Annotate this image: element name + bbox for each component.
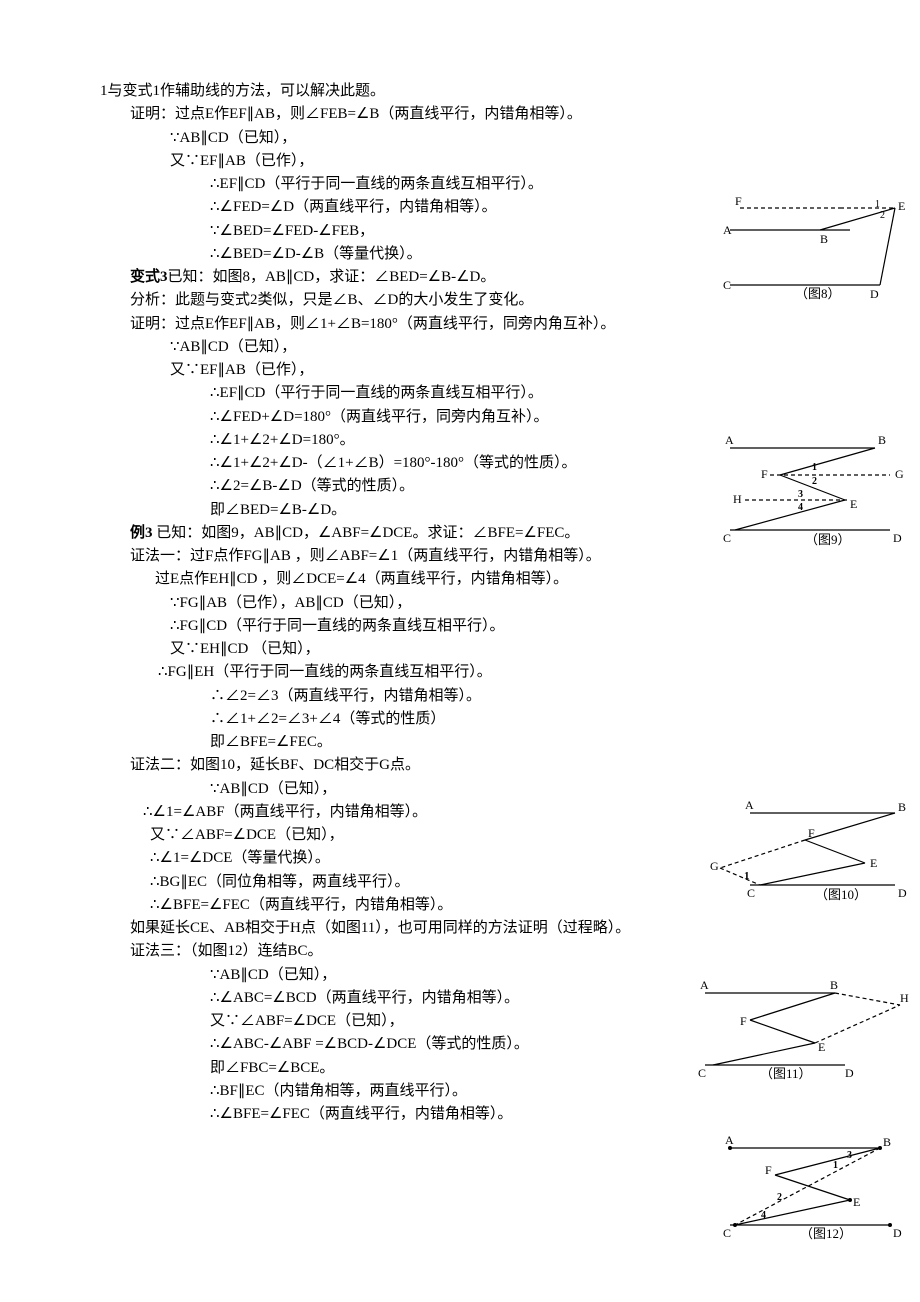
fig12-F: F [765,1163,772,1177]
line: ∴FG∥EH（平行于同一直线的两条直线互相平行）。 [100,661,870,684]
fig9-H: H [733,492,742,506]
fig9-D: D [893,531,902,545]
line: 即∠BFE=∠FEC。 [100,731,870,754]
fig12-B: B [883,1135,891,1149]
example3-label: 例3 [130,525,153,541]
fig12-A: A [725,1133,734,1147]
line: ∵AB∥CD（已知）， [100,127,870,150]
fig8-D: D [870,287,879,300]
fig11-E: E [818,1040,825,1054]
fig12-2: 2 [777,1192,782,1203]
fig8-1: 1 [875,199,880,210]
figure-8: F E A B C D 1 2 （图8） [720,190,910,308]
fig8-B: B [820,232,828,246]
figure-10: A B F E G C D 1 （图10） [705,795,910,911]
fig9-C: C [723,531,731,545]
line: 如果延长CE、AB相交于H点（如图11），也可用同样的方法证明（过程略）。 [100,917,660,940]
line: ∵FG∥AB（已作），AB∥CD（已知）， [100,592,870,615]
line: ∴FG∥CD（平行于同一直线的两条直线互相平行）。 [100,615,870,638]
fig8-A: A [723,223,732,237]
fig12-C: C [723,1226,731,1240]
fig8-2: 2 [880,210,885,221]
fig9-3: 3 [798,489,803,500]
line: 证法二：如图10，延长BF、DC相交于G点。 [100,754,870,777]
fig11-B: B [830,978,838,992]
fig10-F: F [808,826,815,840]
fig11-C: C [698,1066,706,1080]
line: ∴∠BFE=∠FEC（两直线平行，内错角相等）。 [100,1103,870,1126]
fig12-3: 3 [847,1150,852,1161]
fig8-label: （图8） [795,286,841,300]
fig9-label: （图9） [805,532,851,547]
fig9-G: G [895,467,904,481]
line: ∴∠2=∠3（两直线平行，内错角相等）。 [100,685,870,708]
fig9-1: 1 [812,462,817,473]
fig10-G: G [710,859,719,873]
fig10-A: A [745,798,754,812]
fig10-label: （图10） [815,887,867,902]
fig9-E: E [850,497,857,511]
fig10-1: 1 [744,870,750,882]
figure-9: A B F G H E C D 1 2 3 4 （图9） [715,430,910,556]
line: 证法三：（如图12）连结BC。 [100,940,870,963]
line: ∴EF∥CD（平行于同一直线的两条直线互相平行）。 [100,382,870,405]
line: 证明：过点E作EF∥AB，则∠1+∠B=180°（两直线平行，同旁内角互补）。 [100,313,870,336]
fig8-C: C [723,278,731,292]
figure-12: A B F E C D 1 3 2 4 （图12） [715,1130,910,1248]
line: 1与变式1作辅助线的方法，可以解决此题。 [100,80,870,103]
fig12-label: （图12） [800,1226,852,1240]
fig9-2: 2 [812,476,817,487]
example3-text: 已知：如图9，AB∥CD，∠ABF=∠DCE。求证：∠BFE=∠FEC。 [153,525,580,541]
fig10-C: C [747,886,755,900]
line: ∵AB∥CD（已知）， [100,336,870,359]
fig9-A: A [725,433,734,447]
fig12-D: D [893,1226,902,1240]
fig11-label: （图11） [760,1066,812,1080]
fig11-D: D [845,1066,854,1080]
fig11-A: A [700,978,709,992]
figure-11: A B H F E C D （图11） [695,975,910,1088]
line: ∴∠FED+∠D=180°（两直线平行，同旁内角互补）。 [100,406,870,429]
fig11-F: F [740,1014,747,1028]
line: 又∵EH∥CD （已知）， [100,638,870,661]
line: 又∵EF∥AB（已作）， [100,359,870,382]
line: 过E点作EH∥CD ，则∠DCE=∠4（两直线平行，内错角相等）。 [100,568,870,591]
fig9-F: F [761,467,768,481]
fig10-E: E [870,856,877,870]
document-body: F E A B C D 1 2 （图8） A B F G H E C D 1 2… [100,80,870,1126]
fig9-4: 4 [798,502,803,513]
fig10-D: D [898,886,907,900]
variant3-text: 已知：如图8，AB∥CD，求证：∠BED=∠B-∠D。 [168,269,496,285]
fig11-H: H [900,991,909,1005]
variant3-label: 变式3 [130,269,168,285]
fig10-B: B [898,800,906,814]
line: 又∵EF∥AB（已作）， [100,150,870,173]
fig12-4: 4 [761,1210,766,1221]
fig12-E: E [853,1195,860,1209]
fig8-E: E [898,199,905,213]
fig8-F: F [735,194,742,208]
line: 证明：过点E作EF∥AB，则∠FEB=∠B（两直线平行，内错角相等）。 [100,103,870,126]
fig12-1: 1 [833,1160,838,1171]
line: ∴∠1+∠2=∠3+∠4（等式的性质） [100,708,870,731]
fig9-B: B [878,433,886,447]
